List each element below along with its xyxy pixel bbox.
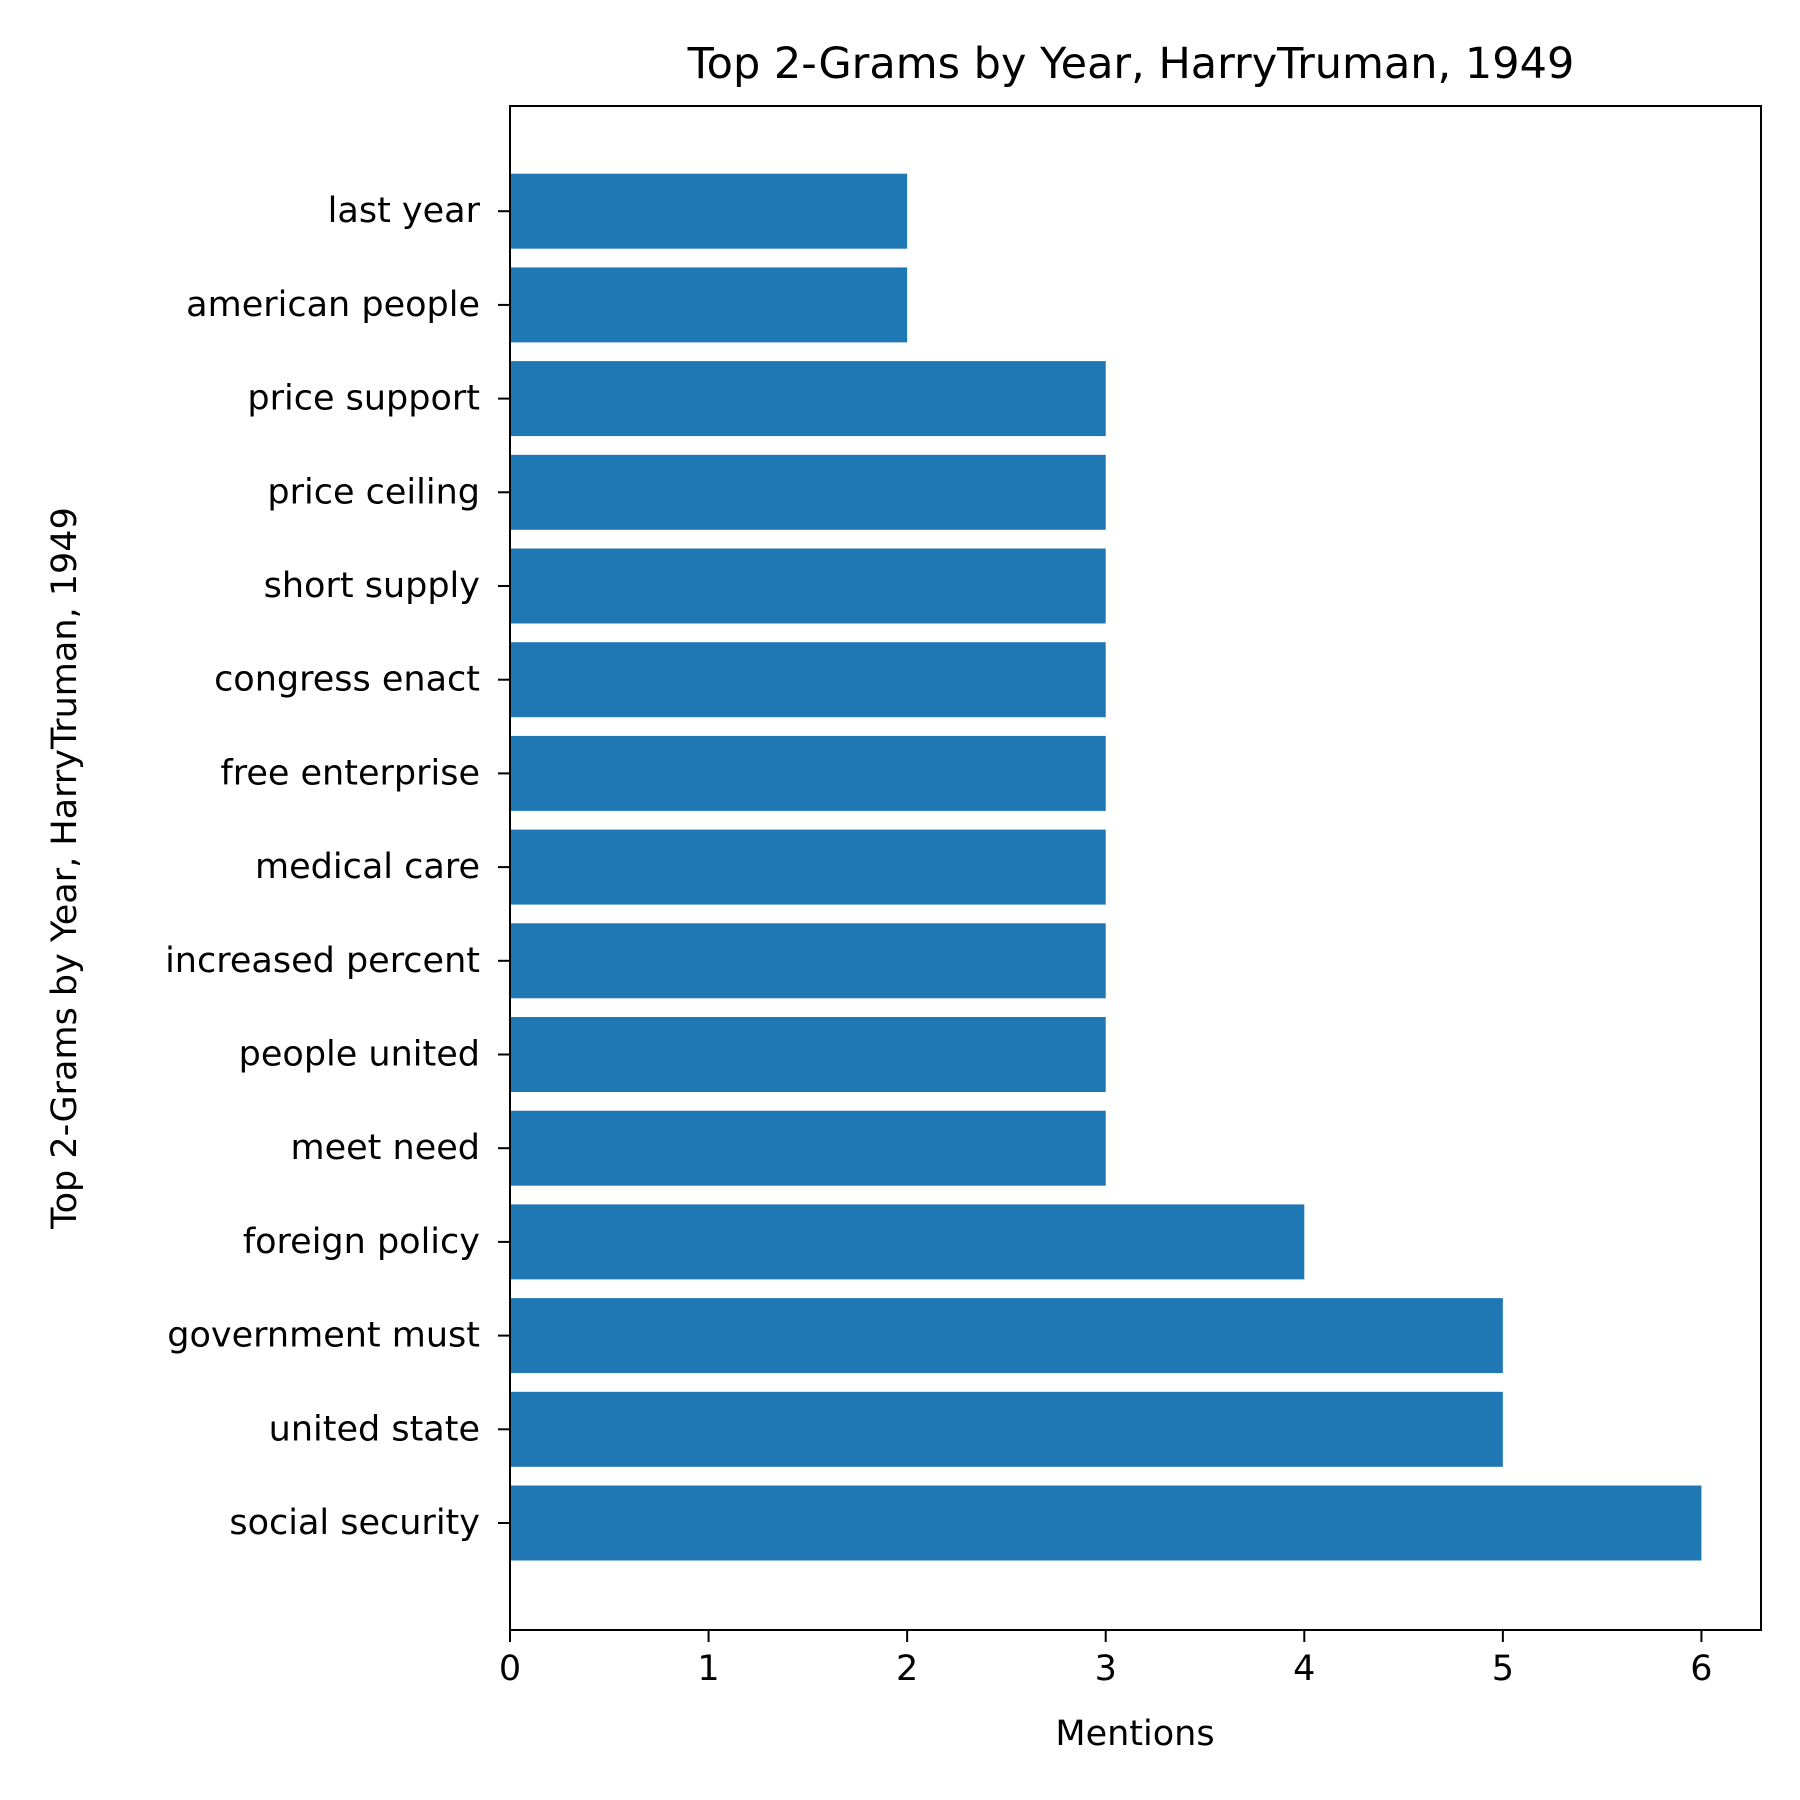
y-tick-label: medical care <box>255 847 480 887</box>
bar-foreign-policy <box>510 1204 1305 1280</box>
x-tick-label: 0 <box>499 1649 521 1689</box>
x-tick-label: 4 <box>1293 1649 1315 1689</box>
y-tick-label: increased percent <box>165 941 480 981</box>
bar-people-united <box>510 1017 1106 1092</box>
bar-congress-enact <box>510 642 1106 718</box>
x-tick-label: 5 <box>1492 1649 1514 1689</box>
bar-united-state <box>510 1391 1503 1467</box>
y-tick-label: united state <box>269 1409 480 1449</box>
plot-frame <box>509 105 1762 1631</box>
bar-increased-percent <box>510 923 1106 999</box>
y-tick-label: foreign policy <box>243 1222 480 1262</box>
x-tick-label: 6 <box>1690 1649 1712 1689</box>
y-tick-label: free enterprise <box>220 753 480 793</box>
x-tick-label: 1 <box>697 1649 719 1689</box>
y-tick-label: people united <box>239 1035 480 1075</box>
y-tick-label: price ceiling <box>267 472 480 512</box>
y-axis-label: Top 2-Grams by Year, HarryTruman, 1949 <box>45 507 85 1230</box>
chart-title: Top 2-Grams by Year, HarryTruman, 1949 <box>687 39 1575 89</box>
bar-short-supply <box>510 548 1106 624</box>
bar-meet-need <box>510 1110 1106 1186</box>
bar-last-year <box>510 173 908 249</box>
y-tick-label: social security <box>229 1503 480 1543</box>
y-tick-label: american people <box>186 285 480 325</box>
bar-free-enterprise <box>510 735 1106 811</box>
x-tick-label: 3 <box>1095 1649 1117 1689</box>
y-tick-label: government must <box>167 1316 480 1356</box>
x-ticks-group: 0 1 2 3 4 5 6 <box>499 1630 1713 1689</box>
y-ticks-group: social security united state government mu… <box>165 191 510 1543</box>
y-tick-label: last year <box>328 191 481 231</box>
bar-american-people <box>510 267 908 343</box>
bar-price-support <box>510 361 1106 437</box>
y-tick-label: short supply <box>264 566 480 606</box>
y-tick-label: price support <box>247 379 480 419</box>
x-axis-label: Mentions <box>1055 1714 1214 1754</box>
bar-government-must <box>510 1298 1503 1374</box>
y-tick-label: congress enact <box>214 660 480 700</box>
bar-social-security <box>510 1485 1702 1561</box>
x-tick-label: 2 <box>896 1649 918 1689</box>
bar-medical-care <box>510 829 1106 905</box>
bar-price-ceiling <box>510 454 1106 530</box>
bars-group <box>510 173 1702 1561</box>
y-tick-label: meet need <box>291 1128 480 1168</box>
